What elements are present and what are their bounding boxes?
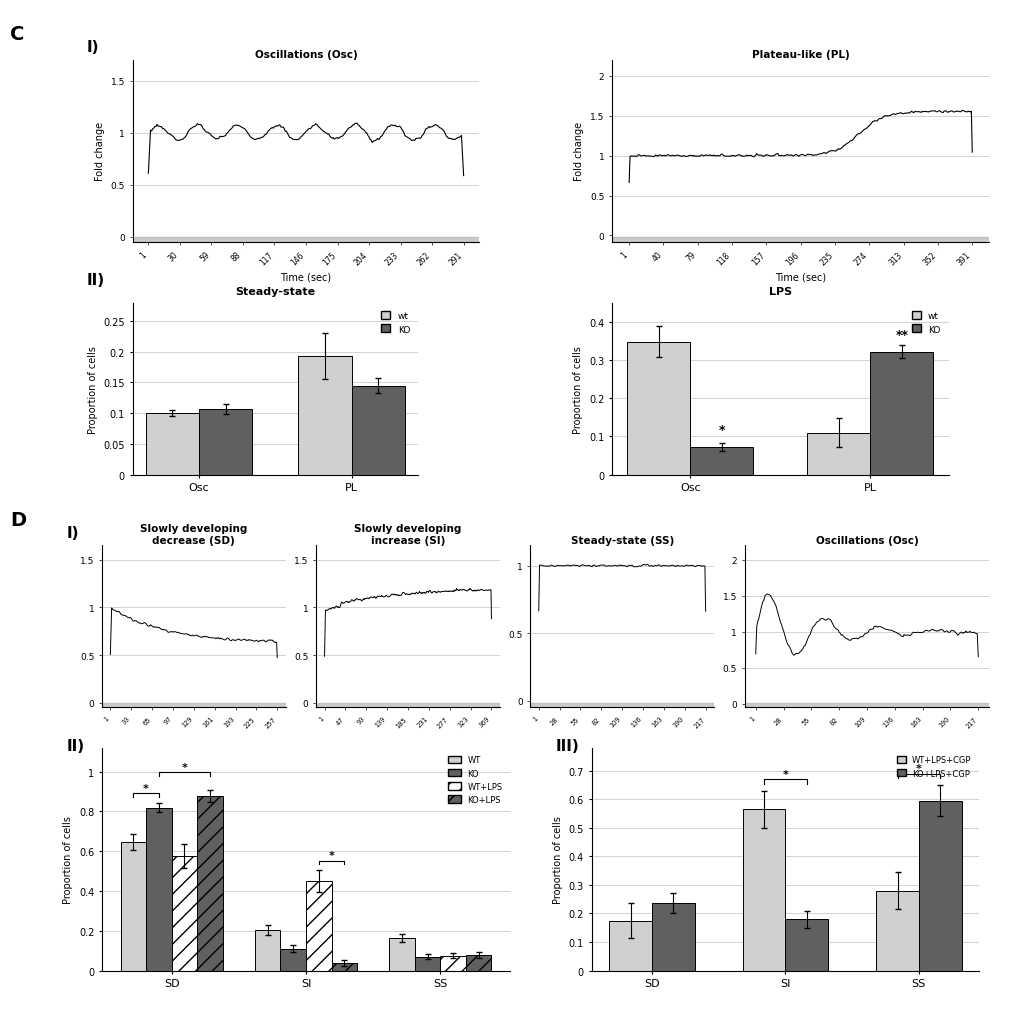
Bar [352,386,405,475]
Y-axis label: Fold change: Fold change [574,122,584,181]
Bar [690,448,753,475]
X-axis label: Time (sec): Time (sec) [280,272,331,282]
Bar [466,954,491,971]
Bar [415,956,440,971]
Title: Slowly developing
increase (SI): Slowly developing increase (SI) [354,524,462,545]
Bar [627,343,690,475]
Text: *: * [143,783,149,793]
Title: Oscillations (Osc): Oscillations (Osc) [815,535,917,545]
Bar [651,904,694,971]
Text: *: * [782,769,788,779]
Bar [806,433,869,475]
Bar [389,938,415,971]
Legend: WT, KO, WT+LPS, KO+LPS: WT, KO, WT+LPS, KO+LPS [444,752,505,808]
Text: D: D [10,511,26,530]
Bar [171,856,197,971]
Bar [440,955,466,971]
Text: II): II) [66,738,85,753]
Y-axis label: Fold change: Fold change [95,122,105,181]
Bar [280,948,306,971]
Text: *: * [181,762,187,772]
Y-axis label: Proportion of cells: Proportion of cells [88,346,98,433]
Legend: wt, KO: wt, KO [377,307,414,338]
Bar [742,810,785,971]
Bar [316,704,499,708]
Text: I): I) [66,526,78,541]
Bar [120,842,146,971]
Text: *: * [717,424,725,437]
Text: III): III) [555,738,579,753]
Text: C: C [10,25,24,44]
Bar [146,808,171,971]
Title: Plateau-like (PL): Plateau-like (PL) [751,50,849,60]
Bar [869,352,932,475]
Bar [331,962,357,971]
Title: Steady-state: Steady-state [235,287,315,297]
Text: *: * [328,850,334,860]
Bar [744,704,988,708]
Legend: WT+LPS+CGP, KO+LPS+CGP: WT+LPS+CGP, KO+LPS+CGP [893,752,974,782]
Y-axis label: Proportion of cells: Proportion of cells [573,346,583,433]
Y-axis label: Proportion of cells: Proportion of cells [552,816,562,903]
Bar [530,704,713,708]
Text: *: * [915,763,921,773]
Text: **: ** [895,329,907,342]
Bar [875,891,918,971]
Y-axis label: Proportion of cells: Proportion of cells [63,816,73,903]
Bar [298,357,352,475]
Title: LPS: LPS [768,287,791,297]
Bar [611,239,988,243]
Bar [146,413,199,475]
Bar [785,919,827,971]
Text: I): I) [87,40,99,56]
Bar [306,882,331,971]
Title: Steady-state (SS): Steady-state (SS) [570,535,674,545]
Title: Slowly developing
decrease (SD): Slowly developing decrease (SD) [140,524,248,545]
Bar [132,239,479,243]
Bar [199,409,253,475]
Bar [102,704,285,708]
Bar [918,801,961,971]
Text: II): II) [87,273,105,288]
Title: Oscillations (Osc): Oscillations (Osc) [255,50,357,60]
Bar [197,796,222,971]
Legend: wt, KO: wt, KO [907,307,944,338]
Bar [608,921,651,971]
X-axis label: Time (sec): Time (sec) [774,272,825,282]
Bar [255,930,280,971]
